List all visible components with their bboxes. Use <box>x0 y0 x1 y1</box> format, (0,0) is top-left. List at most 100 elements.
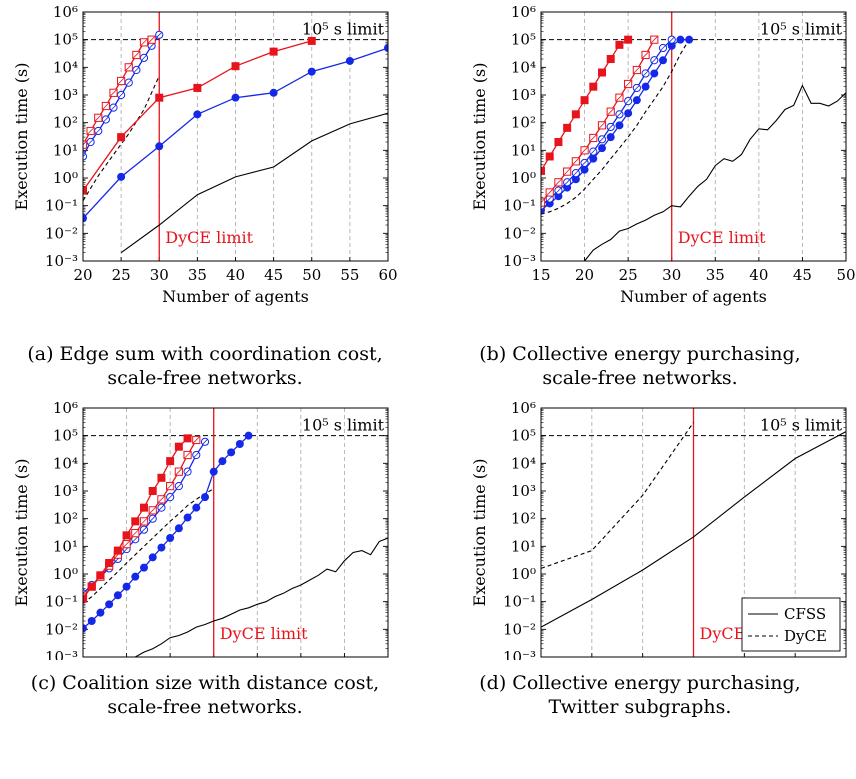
point-c-red-filled-7 <box>140 503 148 512</box>
ytick-label-c-0: 10⁻³ <box>45 648 78 660</box>
point-b-red-open-11 <box>632 65 641 75</box>
y-axis-label-b: Execution time (s) <box>470 63 489 211</box>
point-c-blue-open-6 <box>131 535 140 544</box>
series-group-c <box>83 431 388 657</box>
point-b-blue-open-3 <box>563 178 572 187</box>
point-b-blue-open-6 <box>589 147 598 156</box>
point-b-red-open-10-slash <box>624 80 632 88</box>
point-b-red-open-2-slash <box>555 179 562 186</box>
point-b-red-open-4-slash <box>572 158 580 165</box>
point-a-red-filled-3 <box>193 83 202 92</box>
xtick-label-b-4: 35 <box>706 266 725 284</box>
point-b-blue-filled-15 <box>667 41 676 50</box>
point-a-blue-filled-0 <box>83 214 87 223</box>
point-c-blue-filled-5 <box>122 582 131 591</box>
dyce-limit-label-c: DyCE limit <box>220 624 308 643</box>
point-b-blue-open-2 <box>554 186 563 195</box>
series-line-c-black-dashed <box>83 488 214 604</box>
point-a-red-open-7 <box>132 50 141 60</box>
point-c-red-open-6 <box>131 529 140 538</box>
point-c-red-open-6-slash <box>132 529 139 537</box>
point-c-red-open-12-slash <box>184 451 191 459</box>
point-b-red-filled-8 <box>606 55 615 64</box>
ytick-label-a-6: 10³ <box>53 86 78 104</box>
point-a-blue-open-7-slash <box>133 67 140 73</box>
point-b-red-open-12-slash <box>642 51 649 59</box>
series-group-b <box>541 35 846 261</box>
ytick-label-c-8: 10⁵ <box>53 427 78 445</box>
point-b-red-open-3 <box>563 167 572 176</box>
point-b-red-open-5-slash <box>581 147 588 154</box>
series-line-b-black-dashed <box>541 39 690 215</box>
point-a-red-open-5 <box>117 76 126 86</box>
point-b-red-open-1-slash <box>546 189 553 196</box>
ytick-label-c-4: 10¹ <box>53 537 78 555</box>
point-b-blue-filled-10 <box>624 109 633 118</box>
ytick-label-d-2: 10⁻¹ <box>503 593 536 611</box>
point-c-red-open-7 <box>139 517 149 526</box>
caption-b: (b) Collective energy purchasing, scale-… <box>435 342 845 390</box>
point-c-blue-open-12-slash <box>184 468 191 475</box>
point-a-red-open-1 <box>86 126 95 136</box>
point-a-red-open-6 <box>124 63 133 72</box>
point-b-red-open-6-slash <box>590 134 597 142</box>
ytick-label-a-0: 10⁻³ <box>45 252 78 270</box>
limit-label-a: 10⁵ s limit <box>302 20 385 39</box>
point-b-blue-filled-5 <box>580 165 589 174</box>
ytick-label-b-2: 10⁻¹ <box>503 197 536 215</box>
point-c-blue-open-6-slash <box>132 536 139 543</box>
point-c-red-filled-12 <box>183 434 192 443</box>
point-a-blue-filled-1 <box>117 172 126 181</box>
limit-label-b: 10⁵ s limit <box>760 20 843 39</box>
point-b-blue-open-9 <box>615 110 624 119</box>
caption-b-line1: (b) Collective energy purchasing, <box>479 343 801 365</box>
point-c-blue-filled-9 <box>157 543 166 552</box>
ytick-label-c-5: 10² <box>53 510 78 528</box>
ytick-label-d-9: 10⁶ <box>511 399 536 417</box>
point-c-blue-open-11-slash <box>176 483 182 489</box>
point-c-red-open-9-slash <box>158 496 165 503</box>
caption-c: (c) Coalition size with distance cost, s… <box>0 671 410 719</box>
ytick-label-c-3: 10⁰ <box>53 565 78 583</box>
ytick-label-b-1: 10⁻² <box>503 224 536 242</box>
point-c-blue-filled-4 <box>113 591 122 600</box>
point-c-red-open-7-slash <box>140 518 148 525</box>
point-b-blue-filled-11 <box>632 96 641 105</box>
point-c-blue-filled-6 <box>131 572 140 581</box>
point-c-red-open-5-slash <box>123 540 130 548</box>
xtick-label-a-3: 35 <box>188 266 207 284</box>
chart-b: 15 20 25 30 35 40 45 50 10⁻³ 10⁻² 10⁻¹ 10⁰ 10¹ 10² 10³… <box>470 3 856 306</box>
point-b-red-open-12 <box>641 50 650 60</box>
point-b-red-open-8-slash <box>607 108 614 115</box>
point-b-red-filled-6 <box>589 82 598 91</box>
point-c-blue-filled-19 <box>244 431 253 440</box>
point-c-red-open-5 <box>122 540 131 549</box>
point-a-red-open-3 <box>101 101 110 111</box>
ytick-label-b-3: 10⁰ <box>511 169 536 187</box>
point-b-red-open-9-slash <box>616 94 623 101</box>
point-b-red-open-11-slash <box>633 66 641 74</box>
point-b-red-open-8 <box>606 107 615 116</box>
point-c-red-filled-10 <box>166 457 175 466</box>
series-line-a-red-open <box>83 39 152 146</box>
point-a-blue-open-6-slash <box>125 79 132 86</box>
point-a-red-filled-6 <box>307 36 316 45</box>
point-a-blue-open-9-slash <box>148 43 155 49</box>
point-b-red-filled-2 <box>554 138 563 147</box>
point-b-blue-open-10 <box>624 97 633 106</box>
xtick-label-a-8: 60 <box>378 266 397 284</box>
point-b-blue-open-7 <box>597 135 607 144</box>
chart-d: 1520253035404510⁻³10⁻²10⁻¹10⁰10¹10²10³10… <box>470 399 847 660</box>
point-a-blue-open-2-slash <box>95 128 102 134</box>
point-b-red-open-13-slash <box>651 36 658 43</box>
point-c-blue-open-9-slash <box>158 504 165 511</box>
point-c-red-filled-2 <box>96 571 105 580</box>
point-a-red-open-9 <box>147 35 156 44</box>
ytick-label-c-2: 10⁻¹ <box>45 593 78 611</box>
point-c-blue-filled-7 <box>140 563 148 572</box>
point-c-red-open-9 <box>157 495 166 504</box>
point-b-red-open-9 <box>615 93 624 102</box>
ytick-label-a-8: 10⁵ <box>53 31 78 49</box>
xtick-label-a-4: 40 <box>226 266 245 284</box>
xtick-label-b-6: 45 <box>793 266 812 284</box>
